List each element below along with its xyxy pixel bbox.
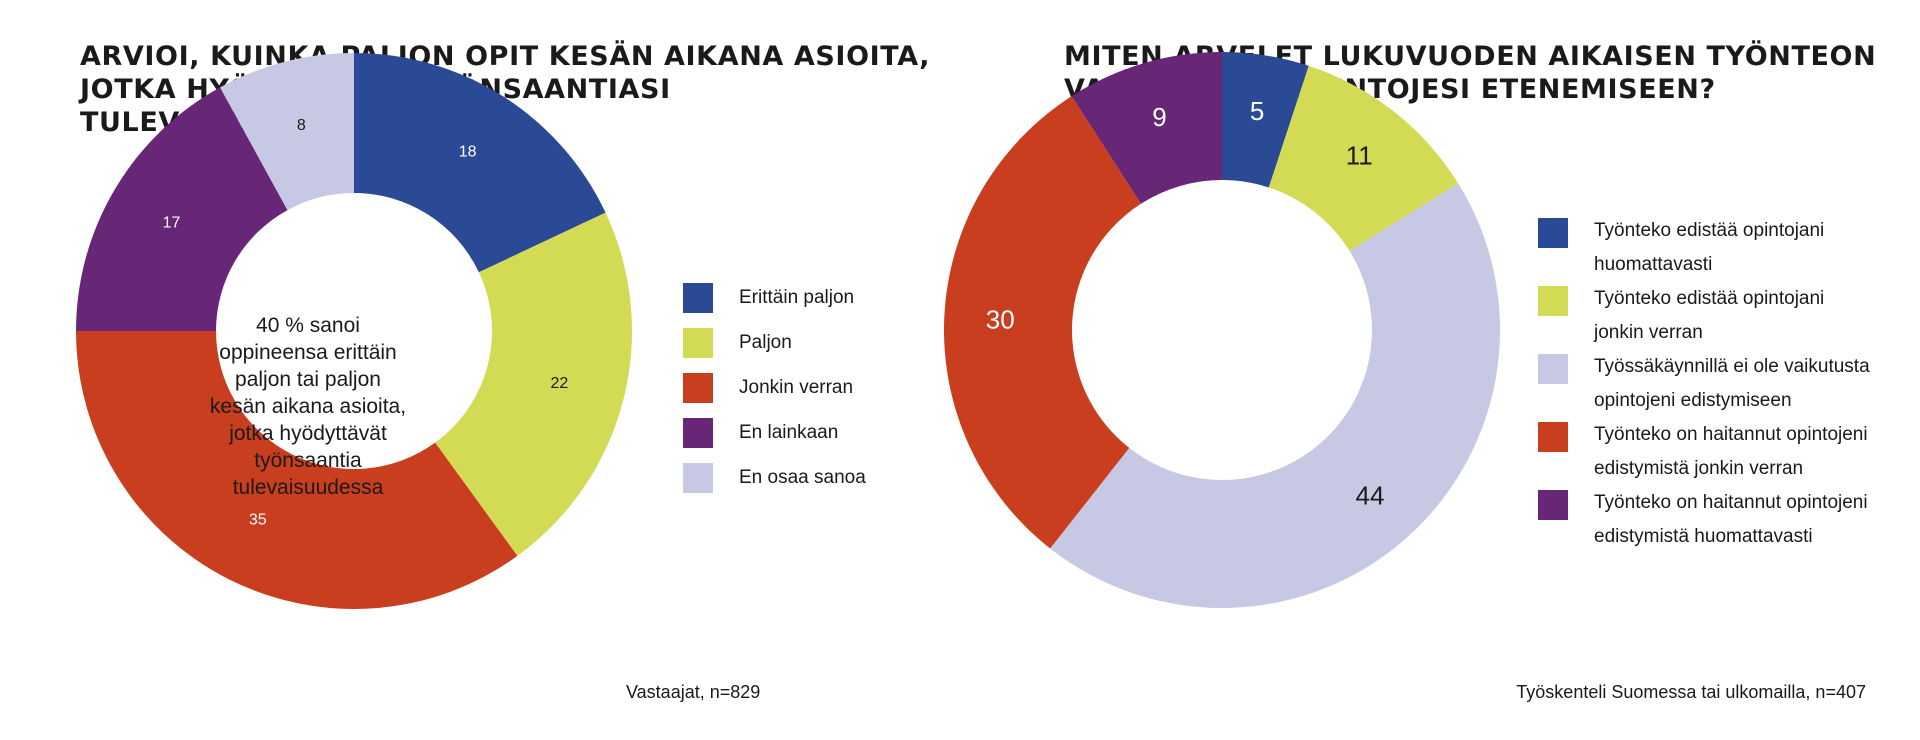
donut-slice bbox=[1268, 65, 1459, 251]
legend-swatch bbox=[683, 373, 713, 403]
donut-slice bbox=[1050, 183, 1500, 608]
legend-swatch bbox=[683, 283, 713, 313]
legend-item: Jonkin verran bbox=[683, 373, 866, 418]
data-label: 17 bbox=[163, 215, 181, 232]
legend-item: Työssäkäynnillä ei ole vaikutusta opinto… bbox=[1538, 350, 1878, 418]
data-label: 30 bbox=[986, 304, 1015, 334]
data-label: 35 bbox=[249, 511, 267, 528]
data-label: 9 bbox=[1152, 102, 1166, 132]
legend-item: Paljon bbox=[683, 328, 866, 373]
legend-swatch bbox=[1538, 286, 1568, 316]
donut-slice bbox=[943, 96, 1141, 549]
data-label: 5 bbox=[1250, 96, 1264, 126]
legend-learning: Erittäin paljon Paljon Jonkin verran En … bbox=[683, 283, 866, 508]
donut-slice bbox=[76, 87, 288, 331]
donut-slice bbox=[1222, 52, 1309, 188]
legend-swatch bbox=[683, 418, 713, 448]
legend-item: Työnteko edistää opintojani jonkin verra… bbox=[1538, 282, 1878, 350]
respondents-note: Vastaajat, n=829 bbox=[626, 682, 761, 702]
donut-chart-learning: 18 22 35 17 8 bbox=[76, 53, 632, 610]
legend-item: En lainkaan bbox=[683, 418, 866, 463]
legend-item: Työnteko edistää opintojani huomattavast… bbox=[1538, 214, 1878, 282]
data-label: 11 bbox=[1346, 140, 1373, 170]
legend-label: Työssäkäynnillä ei ole vaikutusta opinto… bbox=[1594, 356, 1870, 411]
donut-slice bbox=[220, 53, 354, 211]
legend-label: Jonkin verran bbox=[739, 377, 854, 398]
legend-item: En osaa sanoa bbox=[683, 463, 866, 508]
legend-label: Paljon bbox=[739, 332, 792, 353]
legend-swatch bbox=[1538, 422, 1568, 452]
donut-center-note: 40 % sanoi oppineensa erittäin paljon ta… bbox=[209, 314, 407, 499]
legend-swatch bbox=[683, 463, 713, 493]
legend-label: Erittäin paljon bbox=[739, 287, 855, 308]
legend-work-effect: Työnteko edistää opintojani huomattavast… bbox=[1538, 214, 1878, 554]
legend-label: Työnteko on haitannut opintojeni edistym… bbox=[1594, 492, 1868, 547]
donut-slice bbox=[435, 212, 632, 556]
donut-slice bbox=[76, 331, 518, 610]
data-label: 44 bbox=[1356, 480, 1385, 510]
legend-swatch bbox=[1538, 354, 1568, 384]
legend-item: Työnteko on haitannut opintojeni edistym… bbox=[1538, 486, 1878, 554]
legend-swatch bbox=[683, 328, 713, 358]
legend-swatch bbox=[1538, 218, 1568, 248]
legend-label: Työnteko edistää opintojani jonkin verra… bbox=[1594, 288, 1825, 343]
data-label: 22 bbox=[550, 375, 568, 392]
legend-label: En osaa sanoa bbox=[739, 467, 866, 488]
legend-item: Työnteko on haitannut opintojeni edistym… bbox=[1538, 418, 1878, 486]
respondents-note: Työskenteli Suomessa tai ulkomailla, n=4… bbox=[1516, 682, 1866, 702]
legend-label: Työnteko on haitannut opintojeni edistym… bbox=[1594, 424, 1868, 479]
legend-swatch bbox=[1538, 490, 1568, 520]
legend-label: Työnteko edistää opintojani huomattavast… bbox=[1594, 220, 1825, 275]
donut-slice bbox=[1071, 51, 1222, 204]
legend-label: En lainkaan bbox=[739, 422, 839, 443]
data-label: 8 bbox=[297, 117, 306, 134]
donut-slice bbox=[354, 53, 606, 273]
legend-item: Erittäin paljon bbox=[683, 283, 866, 328]
data-label: 18 bbox=[459, 144, 477, 161]
